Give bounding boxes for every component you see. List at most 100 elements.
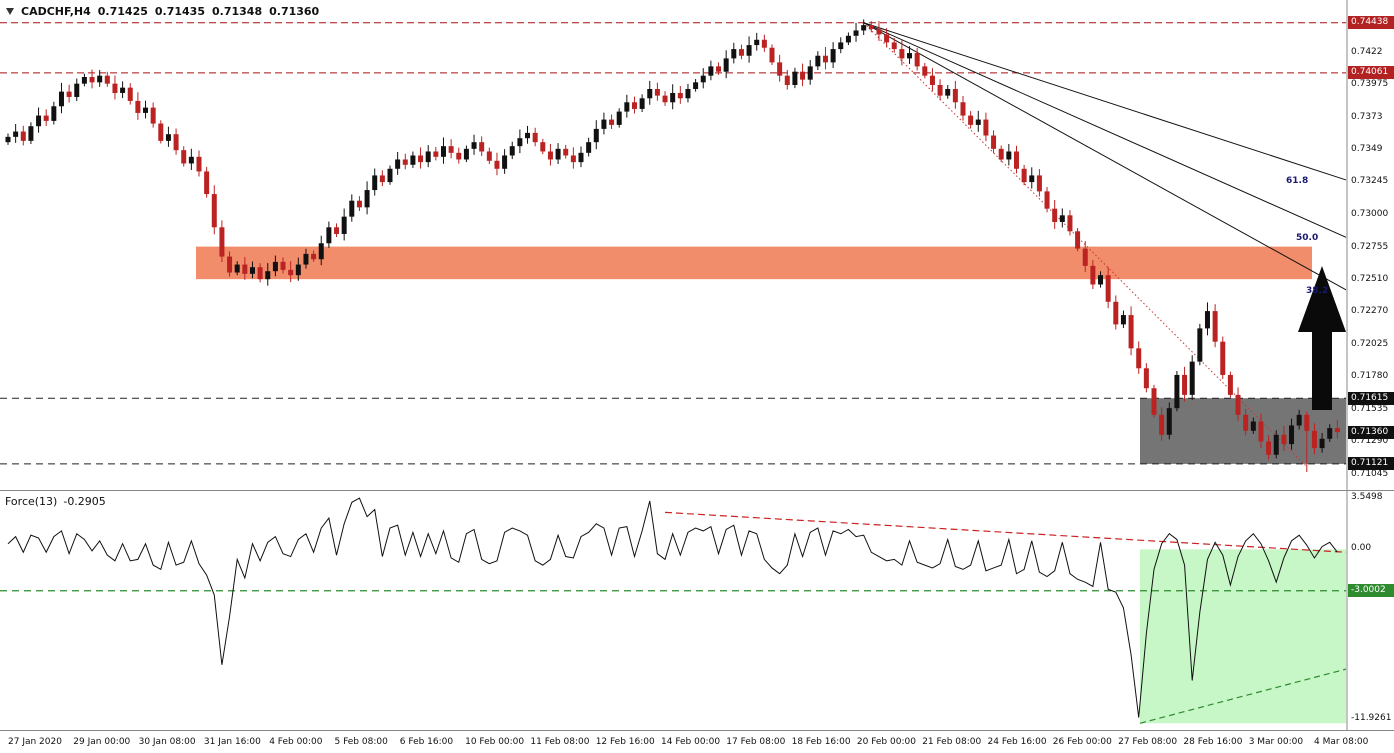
candle-body bbox=[219, 227, 225, 257]
up-arrow bbox=[1298, 266, 1346, 410]
candle-body bbox=[36, 115, 42, 127]
price-axis-label: 0.7373 bbox=[1351, 111, 1383, 122]
candle-body bbox=[81, 77, 87, 84]
candle-body bbox=[876, 29, 882, 35]
fib-level-label: 61.8 bbox=[1286, 175, 1309, 186]
time-axis-label: 28 Feb 16:00 bbox=[1183, 737, 1243, 747]
price-axis-label: 0.71290 bbox=[1351, 436, 1389, 447]
candle-body bbox=[784, 75, 790, 85]
candle-body bbox=[410, 155, 416, 165]
candle-body bbox=[204, 171, 210, 195]
candle-body bbox=[914, 53, 920, 67]
candle-body bbox=[1258, 421, 1264, 442]
candle-body bbox=[1334, 428, 1340, 433]
candle-body bbox=[127, 87, 133, 101]
candle-body bbox=[845, 35, 851, 43]
candle-body bbox=[1212, 311, 1218, 342]
candle-body bbox=[318, 243, 324, 260]
candle-body bbox=[1136, 348, 1142, 369]
candle-body bbox=[1105, 275, 1111, 302]
candle-body bbox=[1075, 231, 1081, 249]
quote-close: 0.71360 bbox=[269, 5, 320, 18]
candle-body bbox=[5, 136, 11, 143]
candle-body bbox=[998, 148, 1004, 160]
candle-body bbox=[540, 142, 546, 152]
candle-body bbox=[777, 62, 783, 76]
candle-body bbox=[1052, 208, 1058, 222]
candle-body bbox=[899, 49, 905, 59]
price-axis-label: 0.72270 bbox=[1351, 306, 1389, 317]
candle-body bbox=[685, 88, 691, 99]
candle-body bbox=[211, 194, 217, 228]
force-green-box bbox=[1140, 549, 1346, 724]
price-axis-label: 0.72025 bbox=[1351, 338, 1389, 349]
candle-body bbox=[341, 216, 347, 234]
indicator-axis-label: -11.9261 bbox=[1351, 712, 1392, 723]
candle-body bbox=[1227, 374, 1233, 395]
time-axis-label: 31 Jan 16:00 bbox=[203, 737, 261, 747]
time-axis-label: 14 Feb 00:00 bbox=[661, 737, 721, 747]
candle-body bbox=[509, 146, 515, 156]
time-axis-label: 18 Feb 16:00 bbox=[791, 737, 851, 747]
time-axis-label: 11 Feb 08:00 bbox=[530, 737, 590, 747]
candle-body bbox=[143, 107, 149, 113]
candle-body bbox=[800, 71, 806, 80]
candle-body bbox=[1128, 315, 1134, 349]
candle-body bbox=[525, 132, 531, 139]
candle-body bbox=[1311, 430, 1317, 449]
candle-body bbox=[929, 75, 935, 85]
candle-body bbox=[196, 156, 202, 172]
candle-body bbox=[249, 267, 255, 274]
candle-body bbox=[639, 98, 645, 109]
candle-body bbox=[1036, 175, 1042, 192]
time-axis-label: 5 Feb 08:00 bbox=[334, 737, 388, 747]
fib-fan-line-2 bbox=[863, 22, 1347, 291]
candle-body bbox=[830, 49, 836, 63]
candle-body bbox=[517, 138, 523, 147]
candle-body bbox=[295, 264, 301, 276]
price-badge: 0.74061 bbox=[1348, 66, 1394, 80]
time-axis-label: 12 Feb 16:00 bbox=[595, 737, 655, 747]
candle-body bbox=[723, 58, 729, 72]
candle-body bbox=[578, 152, 584, 163]
candle-body bbox=[1182, 374, 1188, 395]
price-badge: 0.71121 bbox=[1348, 457, 1394, 471]
indicator-axis-label: 0.00 bbox=[1351, 543, 1372, 553]
time-axis-label: 6 Feb 16:00 bbox=[399, 737, 454, 747]
candle-body bbox=[150, 107, 156, 124]
candle-body bbox=[1166, 408, 1172, 435]
candle-body bbox=[1006, 151, 1012, 160]
indicator-axis-label: 3.5498 bbox=[1351, 492, 1383, 503]
quote-high: 0.71435 bbox=[154, 5, 205, 18]
candle-body bbox=[372, 175, 378, 191]
candle-body bbox=[1296, 414, 1302, 426]
time-axis-label: 4 Feb 00:00 bbox=[269, 737, 323, 747]
candle-body bbox=[43, 115, 49, 121]
candle-body bbox=[670, 92, 676, 103]
candle-body bbox=[349, 200, 355, 217]
candle-body bbox=[937, 84, 943, 96]
candle-body bbox=[1243, 414, 1249, 431]
candle-body bbox=[693, 82, 699, 89]
candle-body bbox=[1289, 425, 1295, 445]
candle-body bbox=[838, 42, 844, 50]
candle-body bbox=[1174, 374, 1180, 409]
candle-body bbox=[28, 126, 34, 141]
candle-body bbox=[66, 91, 72, 97]
candle-body bbox=[1059, 215, 1065, 222]
candle-body bbox=[1090, 265, 1096, 285]
candle-body bbox=[731, 49, 737, 59]
candle-body bbox=[1044, 191, 1050, 209]
candle-body bbox=[135, 100, 141, 113]
price-axis-label: 0.72755 bbox=[1351, 241, 1389, 252]
symbol-bar: CADCHF,H4 0.71425 0.71435 0.71348 0.7136… bbox=[6, 5, 319, 18]
candle-body bbox=[181, 150, 187, 164]
price-axis-label: 0.73975 bbox=[1351, 79, 1389, 90]
time-axis-label: 30 Jan 08:00 bbox=[138, 737, 196, 747]
force-declining-trendline bbox=[664, 511, 1347, 553]
candle-body bbox=[1189, 361, 1195, 395]
candle-body bbox=[975, 119, 981, 125]
supply-zone bbox=[196, 246, 1312, 280]
